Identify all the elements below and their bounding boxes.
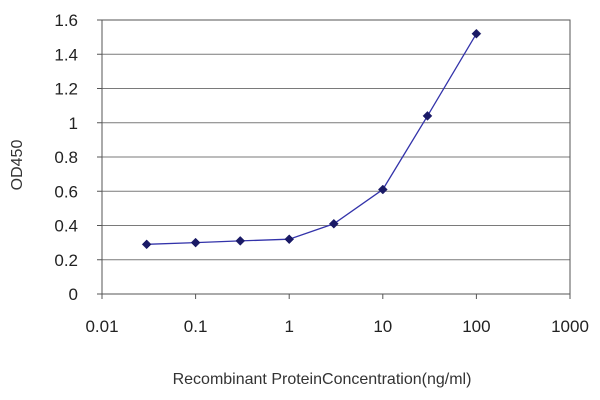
y-tick-label: 0.8 <box>54 148 78 167</box>
x-tick-label: 1000 <box>551 317 589 336</box>
x-tick-label: 10 <box>373 317 392 336</box>
data-point <box>329 218 339 229</box>
x-tick-label: 1 <box>284 317 293 336</box>
y-tick-label: 1 <box>69 114 78 133</box>
x-tick-labels: 0.01 0.1 1 10 100 1000 <box>85 317 588 336</box>
y-tick-label: 1.2 <box>54 80 78 99</box>
y-tick-label: 1.6 <box>54 11 78 30</box>
data-point <box>190 237 201 248</box>
x-axis-title: Recombinant ProteinConcentration(ng/ml) <box>173 371 472 388</box>
data-point <box>422 111 433 121</box>
y-tick-labels: 0 0.2 0.4 0.6 0.8 1 1.2 1.4 1.6 <box>54 11 78 304</box>
x-tick-label: 0.01 <box>85 317 118 336</box>
y-tick-label: 0.4 <box>54 217 78 236</box>
data-point <box>284 234 295 245</box>
axes <box>97 19 571 299</box>
plot-frame <box>101 19 571 295</box>
grid-lines <box>102 19 570 261</box>
y-tick-label: 0.2 <box>54 251 78 270</box>
data-point <box>377 184 388 195</box>
y-tick-label: 0 <box>69 285 78 304</box>
y-axis-title: OD450 <box>9 140 26 191</box>
data-point <box>235 236 246 246</box>
x-tick-label: 0.1 <box>184 317 208 336</box>
data-point <box>141 239 152 250</box>
y-tick-label: 0.6 <box>54 182 78 201</box>
x-tick-label: 100 <box>462 317 490 336</box>
series <box>141 28 482 250</box>
data-point <box>471 28 482 39</box>
series-line <box>146 33 477 245</box>
y-tick-label: 1.4 <box>54 45 78 64</box>
